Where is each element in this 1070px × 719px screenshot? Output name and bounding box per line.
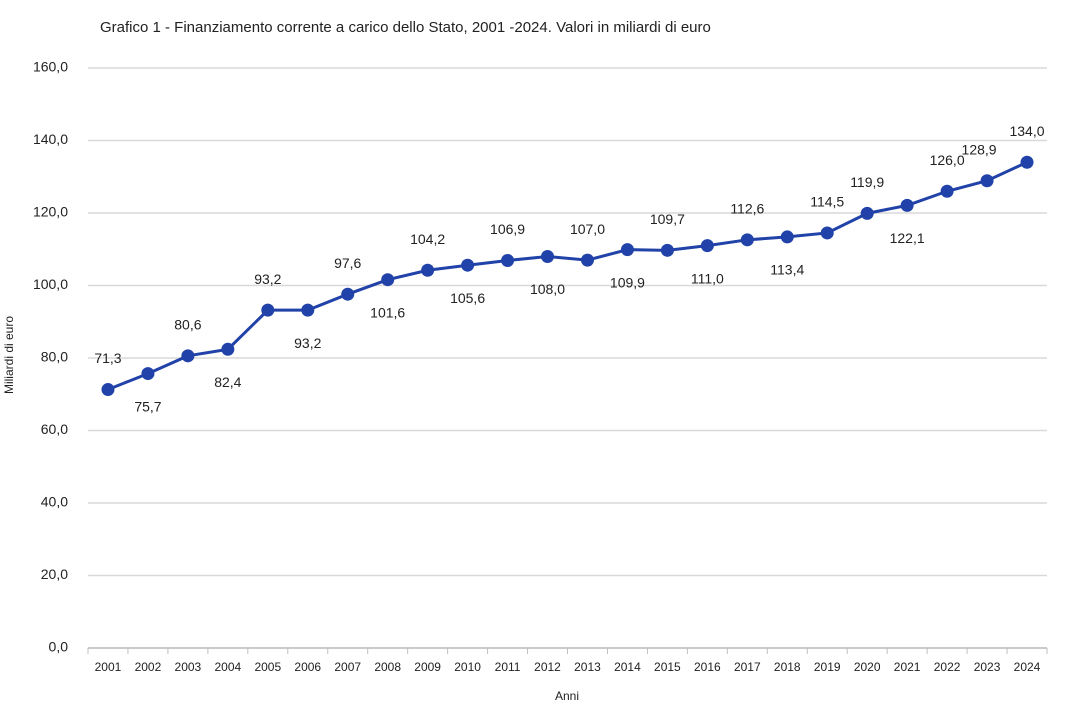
data-point (461, 258, 475, 272)
data-point (580, 253, 594, 267)
y-tick-label: 120,0 (33, 204, 68, 220)
data-point (101, 383, 115, 397)
data-label: 101,6 (370, 304, 405, 320)
x-tick-label: 2004 (215, 660, 242, 674)
x-tick-label: 2015 (654, 660, 681, 674)
data-label: 93,2 (254, 271, 281, 287)
data-label: 122,1 (890, 230, 925, 246)
x-axis-label: Anni (555, 689, 579, 703)
data-point (740, 233, 754, 247)
data-point (421, 263, 435, 277)
data-point (860, 206, 874, 220)
data-point (261, 303, 275, 317)
x-tick-label: 2018 (774, 660, 801, 674)
data-point (501, 253, 515, 267)
data-point (381, 273, 395, 287)
x-tick-label: 2012 (534, 660, 561, 674)
x-tick-label: 2011 (495, 660, 521, 674)
x-tick-label: 2014 (614, 660, 641, 674)
data-point (900, 198, 914, 212)
y-tick-label: 100,0 (33, 276, 68, 292)
x-tick-label: 2006 (294, 660, 321, 674)
x-tick-label: 2010 (454, 660, 481, 674)
y-tick-label: 20,0 (41, 566, 68, 582)
chart-title: Grafico 1 - Finanziamento corrente a car… (100, 19, 711, 36)
x-tick-label: 2009 (414, 660, 441, 674)
y-tick-label: 0,0 (49, 639, 69, 655)
data-label: 106,9 (490, 221, 525, 237)
x-tick-label: 2001 (95, 660, 122, 674)
x-tick-label: 2016 (694, 660, 721, 674)
data-point (780, 230, 794, 244)
data-label: 112,6 (730, 201, 764, 217)
data-point (1020, 155, 1034, 169)
x-tick-label: 2022 (934, 660, 961, 674)
data-point (700, 239, 714, 253)
data-label: 109,7 (650, 211, 685, 227)
data-point (341, 287, 355, 301)
x-tick-label: 2008 (374, 660, 401, 674)
data-label: 80,6 (174, 317, 201, 333)
data-label: 93,2 (294, 335, 321, 351)
data-label: 111,0 (691, 270, 724, 286)
y-axis-label: Miliardi di euro (2, 316, 16, 394)
data-point (221, 342, 235, 356)
x-tick-label: 2003 (175, 660, 202, 674)
x-tick-label: 2020 (854, 660, 881, 674)
data-label: 114,5 (810, 194, 844, 210)
x-tick-label: 2023 (974, 660, 1001, 674)
data-point (940, 184, 954, 198)
data-label: 107,0 (570, 221, 605, 237)
data-point (541, 250, 555, 263)
data-label: 105,6 (450, 290, 485, 306)
x-tick-label: 2002 (135, 660, 162, 674)
x-tick-label: 2007 (334, 660, 361, 674)
x-tick-label: 2005 (254, 660, 281, 674)
y-tick-label: 60,0 (41, 421, 68, 437)
data-label: 113,4 (770, 262, 804, 278)
data-label: 71,3 (94, 350, 121, 366)
data-label: 75,7 (134, 398, 161, 414)
data-point (980, 174, 994, 188)
x-tick-label: 2019 (814, 660, 841, 674)
data-label: 109,9 (610, 274, 645, 290)
data-point (181, 349, 195, 363)
y-tick-label: 160,0 (33, 59, 68, 75)
series-line (107, 160, 1028, 391)
data-label: 128,9 (962, 141, 997, 157)
x-tick-label: 2017 (734, 660, 761, 674)
data-point (820, 226, 834, 240)
y-tick-label: 140,0 (33, 131, 68, 147)
data-point (141, 367, 155, 381)
data-label: 134,0 (1009, 123, 1044, 139)
data-label: 97,6 (334, 255, 361, 271)
y-tick-label: 80,0 (41, 349, 68, 365)
data-point (660, 243, 674, 257)
x-tick-label: 2021 (894, 660, 921, 674)
data-label: 82,4 (214, 374, 241, 390)
y-tick-label: 40,0 (41, 494, 68, 510)
data-point (620, 243, 634, 257)
data-label: 126,0 (930, 152, 965, 168)
data-label: 104,2 (410, 231, 445, 247)
data-point (301, 303, 315, 317)
data-label: 108,0 (530, 281, 565, 297)
x-tick-label: 2024 (1014, 660, 1041, 674)
data-label: 119,9 (850, 174, 884, 190)
x-tick-label: 2013 (574, 660, 601, 674)
